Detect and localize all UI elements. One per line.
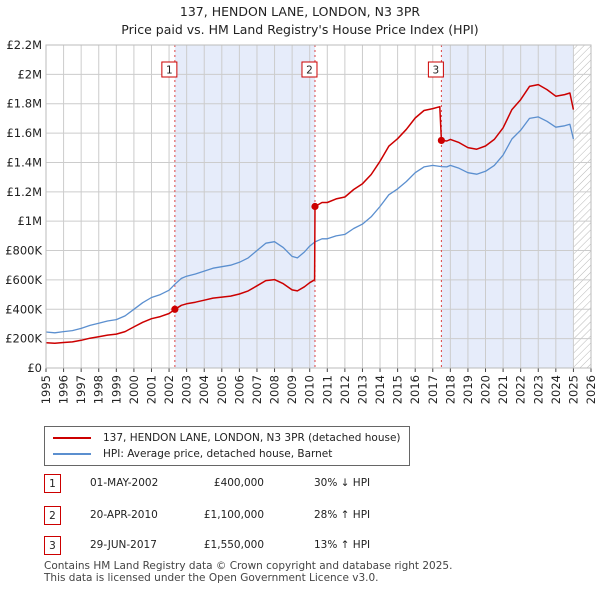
- legend-label-property: 137, HENDON LANE, LONDON, N3 3PR (detach…: [103, 432, 401, 444]
- chart-subtitle: Price paid vs. HM Land Registry's House …: [121, 22, 479, 37]
- x-tick-label: 2006: [232, 375, 246, 404]
- x-tick-label: 2014: [373, 375, 387, 404]
- x-tick-label: 1997: [74, 375, 88, 404]
- series-hpi: [45, 116, 575, 334]
- y-tick-label: £2.2M: [6, 38, 42, 52]
- y-tick-label: £400K: [5, 302, 42, 316]
- ownership-period-1: [174, 45, 315, 368]
- plot-frame: [45, 44, 592, 369]
- y-tick-label: £800K: [5, 244, 42, 258]
- x-tick-label: 2010: [303, 375, 317, 404]
- legend-swatch-property: [53, 437, 91, 439]
- x-tick-label: 1995: [39, 375, 53, 404]
- sale-marker-label-2: 2: [306, 65, 313, 77]
- x-tick-label: 2021: [496, 375, 510, 404]
- y-tick-label: £1.8M: [6, 97, 42, 111]
- sale-marker-box-1: [161, 61, 178, 78]
- x-tick-label: 2008: [268, 375, 282, 404]
- sale-point-1: [171, 305, 179, 313]
- x-tick-label: 2015: [391, 375, 405, 404]
- x-tick-label: 2000: [127, 375, 141, 404]
- transaction-marker-3: 3: [44, 536, 61, 555]
- x-tick-label: 2023: [531, 375, 545, 404]
- x-tick-label: 2003: [180, 375, 194, 404]
- transaction-date-1: 01-MAY-2002: [90, 477, 159, 489]
- y-tick-label: £600K: [5, 273, 42, 287]
- legend-item-property: 137, HENDON LANE, LONDON, N3 3PR (detach…: [53, 431, 401, 445]
- legend: 137, HENDON LANE, LONDON, N3 3PR (detach…: [44, 426, 410, 466]
- sale-point-3: [437, 136, 445, 145]
- ownership-period-2: [441, 45, 574, 368]
- x-tick-label: 2024: [549, 375, 563, 404]
- legend-label-hpi: HPI: Average price, detached house, Barn…: [103, 448, 333, 460]
- x-tick-label: 2005: [215, 375, 229, 404]
- x-tick-label: 2022: [514, 375, 528, 404]
- legend-swatch-hpi: [53, 453, 91, 455]
- legend-item-hpi: HPI: Average price, detached house, Barn…: [53, 447, 332, 461]
- x-tick-label: 1998: [92, 375, 106, 404]
- transaction-price-2: £1,100,000: [203, 509, 264, 521]
- y-tick-label: £1.6M: [6, 126, 42, 140]
- sale-point-2: [311, 202, 319, 211]
- x-tick-label: 2018: [443, 375, 457, 404]
- x-tick-label: 2026: [584, 375, 598, 404]
- x-tick-label: 2020: [479, 375, 493, 404]
- footer-copyright: Contains HM Land Registry data © Crown c…: [44, 560, 453, 572]
- x-tick-label: 2009: [285, 375, 299, 404]
- sale-marker-label-3: 3: [433, 65, 440, 77]
- x-tick-label: 2011: [320, 375, 334, 404]
- transaction-hpi-2: 28% ↑ HPI: [314, 509, 371, 521]
- x-tick-label: 2002: [162, 375, 176, 404]
- transaction-hpi-1: 30% ↓ HPI: [314, 477, 371, 489]
- x-tick-label: 2016: [408, 375, 422, 404]
- x-tick-label: 2017: [426, 375, 440, 404]
- forecast-hatch: [573, 45, 591, 368]
- x-tick-label: 2007: [250, 375, 264, 404]
- x-tick-label: 2001: [144, 375, 158, 404]
- series-property: [45, 83, 575, 345]
- x-tick-label: 1996: [57, 375, 71, 404]
- transaction-marker-2: 2: [44, 506, 61, 525]
- transaction-marker-1: 1: [44, 474, 61, 493]
- y-tick-label: £1.2M: [6, 185, 42, 199]
- y-tick-label: £1M: [17, 214, 42, 228]
- sale-marker-label-1: 1: [166, 65, 173, 77]
- x-tick-label: 2013: [355, 375, 369, 404]
- transaction-price-1: £400,000: [213, 477, 264, 489]
- footer-license: This data is licensed under the Open Gov…: [44, 572, 379, 584]
- transaction-date-2: 20-APR-2010: [90, 509, 158, 521]
- price-chart: £0 £200K £400K £600K £800K £1M £1.2M £1.4M £1.6M…: [5, 38, 598, 404]
- y-tick-label: £0: [27, 361, 42, 375]
- transaction-price-3: £1,550,000: [203, 539, 264, 551]
- sale-marker-box-2: [301, 61, 318, 78]
- chart-title: 137, HENDON LANE, LONDON, N3 3PR: [179, 4, 421, 19]
- x-tick-label: 2012: [338, 375, 352, 404]
- transaction-date-3: 29-JUN-2017: [90, 539, 157, 551]
- y-tick-label: £2M: [17, 67, 42, 81]
- x-tick-label: 1999: [109, 375, 123, 404]
- y-tick-label: £200K: [5, 332, 42, 346]
- x-tick-label: 2025: [566, 375, 580, 404]
- sale-marker-box-3: [427, 61, 444, 78]
- transaction-hpi-3: 13% ↑ HPI: [314, 539, 371, 551]
- x-tick-label: 2019: [461, 375, 475, 404]
- x-tick-label: 2004: [197, 375, 211, 404]
- y-tick-label: £1.4M: [6, 155, 42, 169]
